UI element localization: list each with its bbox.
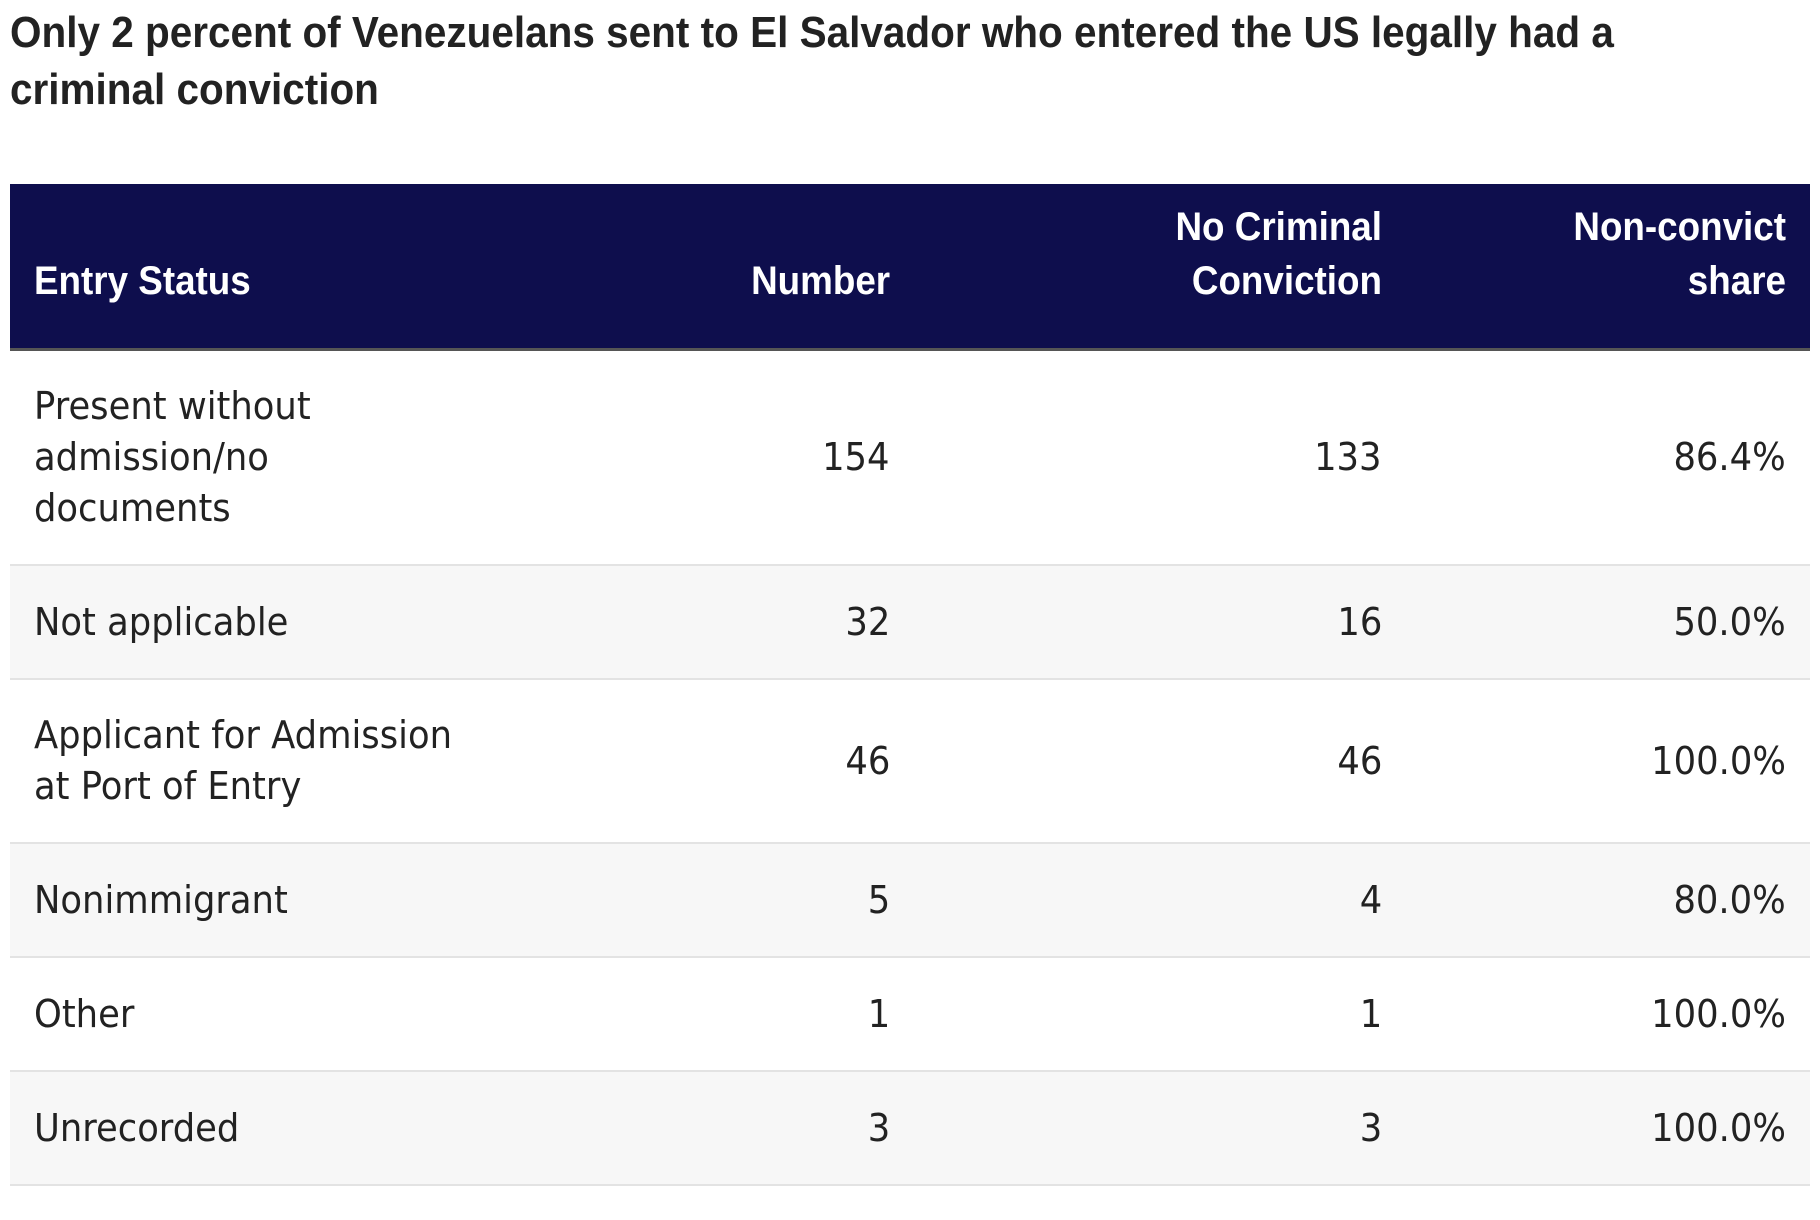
column-header-non-convict-share: Non-convict share: [1406, 184, 1810, 351]
entry-status-text: Other: [34, 991, 135, 1036]
no-criminal-conviction-cell: 1: [914, 957, 1406, 1072]
entry-status-text: Not applicable: [34, 599, 289, 644]
non-convict-share-cell: 100.0%: [1406, 679, 1810, 844]
number-cell: 1: [670, 957, 914, 1072]
number-text: 1: [867, 991, 890, 1036]
no-criminal-conviction-cell: 4: [914, 843, 1406, 958]
entry-status-text: Nonimmigrant: [34, 877, 288, 922]
table-row: Not applicable 32 16 50.0%: [10, 565, 1810, 680]
entry-status-text: Unrecorded: [34, 1105, 240, 1150]
non-convict-share-cell: 80.0%: [1406, 843, 1810, 958]
non-convict-share-text: 100.0%: [1651, 991, 1786, 1036]
number-text: 3: [867, 1105, 890, 1150]
non-convict-share-text: 100.0%: [1651, 738, 1786, 783]
no-criminal-conviction-text: 1: [1359, 991, 1382, 1036]
entry-status-cell: Other: [10, 957, 670, 1072]
number-cell: 5: [670, 843, 914, 958]
number-cell: 46: [670, 679, 914, 844]
number-text: 5: [867, 877, 890, 922]
entry-status-cell: Nonimmigrant: [10, 843, 670, 958]
column-header-no-criminal-conviction-label: No Criminal Conviction: [1175, 204, 1382, 303]
column-header-non-convict-share-label: Non-convict share: [1573, 204, 1786, 303]
no-criminal-conviction-cell: 3: [914, 1071, 1406, 1186]
no-criminal-conviction-text: 46: [1337, 738, 1382, 783]
column-header-entry-status: Entry Status: [10, 184, 670, 351]
non-convict-share-text: 80.0%: [1673, 877, 1786, 922]
chart-title: Only 2 percent of Venezuelans sent to El…: [10, 8, 1614, 114]
no-criminal-conviction-text: 3: [1359, 1105, 1382, 1150]
header-row: Entry Status Number No Criminal Convicti…: [10, 184, 1810, 351]
entry-status-cell: Unrecorded: [10, 1071, 670, 1186]
non-convict-share-cell: 50.0%: [1406, 565, 1810, 680]
non-convict-share-cell: 100.0%: [1406, 957, 1810, 1072]
number-cell: 154: [670, 349, 914, 566]
no-criminal-conviction-cell: 133: [914, 349, 1406, 566]
non-convict-share-cell: 86.4%: [1406, 349, 1810, 566]
non-convict-share-cell: 100.0%: [1406, 1071, 1810, 1186]
no-criminal-conviction-text: 16: [1337, 599, 1382, 644]
entry-status-cell: Present without admission/no documents: [10, 349, 670, 566]
data-table: Entry Status Number No Criminal Convicti…: [10, 184, 1810, 1186]
no-criminal-conviction-cell: 46: [914, 679, 1406, 844]
table-row: Present without admission/no documents 1…: [10, 349, 1810, 566]
entry-status-text: Present without admission/no documents: [34, 383, 311, 530]
number-text: 154: [822, 434, 890, 479]
number-text: 32: [845, 599, 890, 644]
non-convict-share-text: 100.0%: [1651, 1105, 1786, 1150]
entry-status-text: Applicant for Admission at Port of Entry: [34, 713, 452, 808]
number-text: 46: [845, 738, 890, 783]
table-header: Entry Status Number No Criminal Convicti…: [10, 184, 1810, 351]
entry-status-cell: Not applicable: [10, 565, 670, 680]
table-body: Present without admission/no documents 1…: [10, 349, 1810, 1186]
table-row: Other 1 1 100.0%: [10, 957, 1810, 1072]
no-criminal-conviction-text: 133: [1314, 434, 1382, 479]
table-row: Applicant for Admission at Port of Entry…: [10, 679, 1810, 844]
column-header-number: Number: [670, 184, 914, 351]
table-row: Unrecorded 3 3 100.0%: [10, 1071, 1810, 1186]
entry-status-cell: Applicant for Admission at Port of Entry: [10, 679, 670, 844]
number-cell: 32: [670, 565, 914, 680]
non-convict-share-text: 50.0%: [1673, 599, 1786, 644]
column-header-no-criminal-conviction: No Criminal Conviction: [914, 184, 1406, 351]
number-cell: 3: [670, 1071, 914, 1186]
table-row: Nonimmigrant 5 4 80.0%: [10, 843, 1810, 958]
column-header-entry-status-label: Entry Status: [34, 258, 251, 303]
column-header-number-label: Number: [750, 258, 890, 303]
no-criminal-conviction-cell: 16: [914, 565, 1406, 680]
non-convict-share-text: 86.4%: [1673, 434, 1786, 479]
no-criminal-conviction-text: 4: [1359, 877, 1382, 922]
